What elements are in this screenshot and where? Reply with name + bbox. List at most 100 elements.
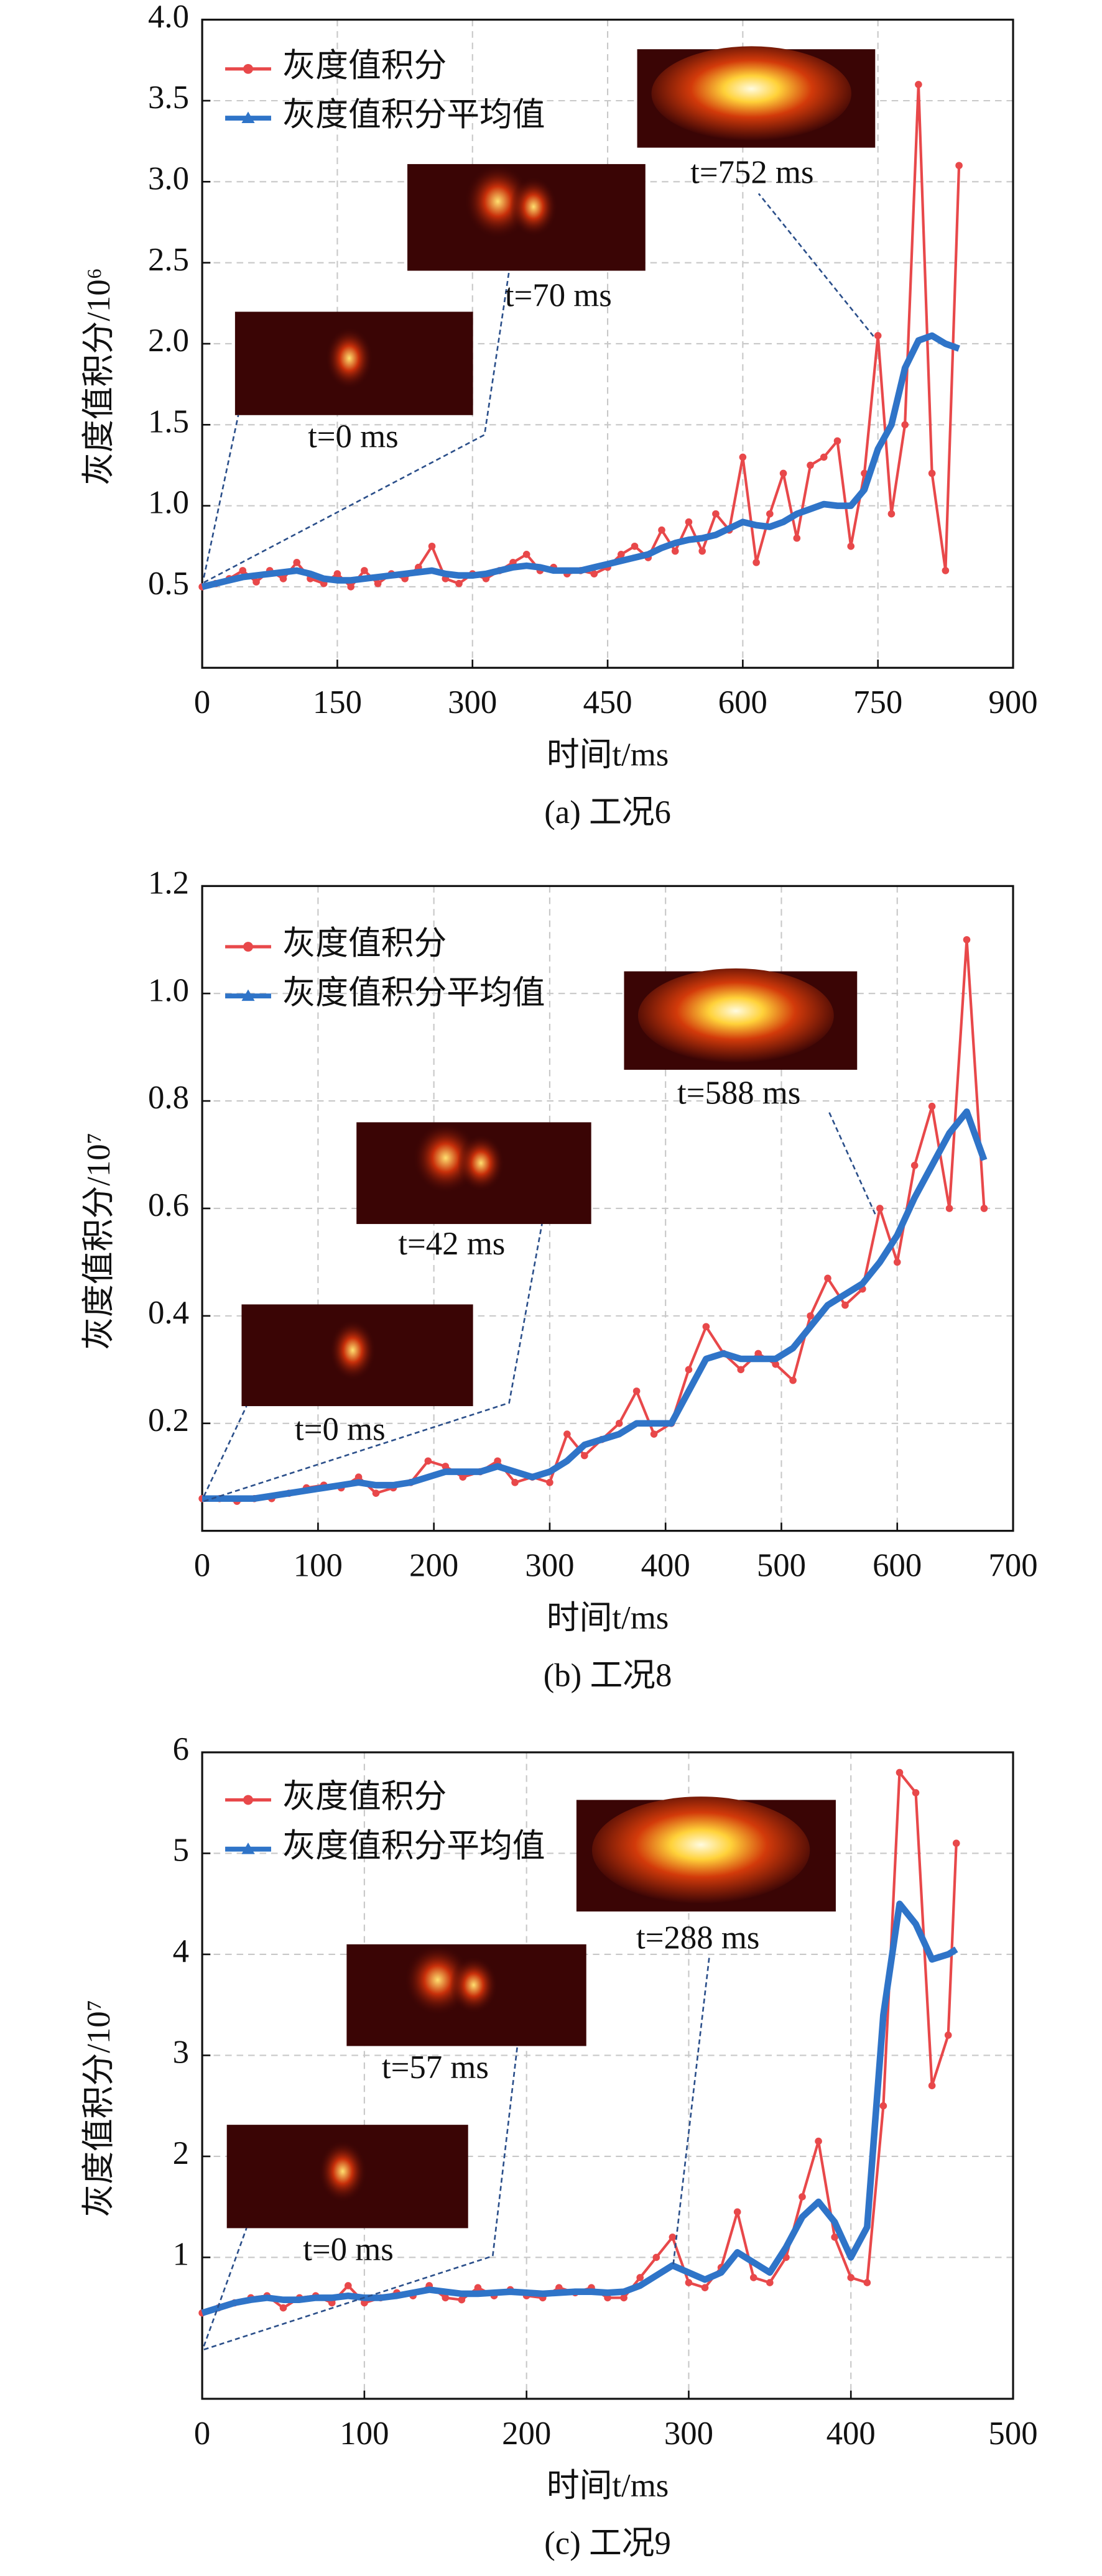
series-marker: [772, 1360, 779, 1368]
series-marker: [685, 518, 693, 526]
chart-panel: 0.5 1.0 1.5 2.0 2.5 3.0 3.5 4.0 0 150 300 450 600 750…: [81, 0, 1037, 830]
series-marker: [945, 1205, 953, 1212]
series-marker: [424, 1457, 432, 1465]
series-marker: [928, 1102, 936, 1110]
annotation: t=57 ms: [382, 2049, 489, 2086]
series-marker: [766, 510, 774, 518]
series-marker: [252, 578, 260, 586]
x-tick-label: 750: [853, 684, 902, 720]
plot-frame: [201, 885, 1014, 1532]
series-marker: [293, 559, 301, 566]
legend-marker: [243, 942, 253, 952]
series-marker: [779, 469, 787, 477]
series-marker: [650, 1430, 658, 1438]
series-marker: [636, 2274, 644, 2281]
series-marker: [820, 453, 828, 461]
x-tick-label: 200: [409, 1547, 458, 1583]
series-marker: [955, 162, 963, 170]
series-marker: [698, 547, 706, 555]
inset-flame: [509, 177, 558, 237]
x-tick-label: 700: [988, 1547, 1037, 1583]
series-marker: [896, 1769, 904, 1777]
annotation: t=0 ms: [308, 418, 399, 454]
y-tick-label: 0.8: [148, 1080, 189, 1116]
series-marker: [863, 2279, 871, 2286]
legend-marker: [243, 1795, 253, 1805]
x-tick-label: 0: [194, 2416, 210, 2452]
x-tick-label: 300: [448, 684, 497, 720]
y-tick-label: 0.2: [148, 1402, 189, 1438]
series-marker: [372, 1489, 380, 1497]
annotation: t=42 ms: [398, 1226, 505, 1262]
series-marker: [685, 2279, 693, 2286]
series-marker: [754, 1350, 762, 1358]
series-marker: [910, 1162, 919, 1169]
y-tick-label: 0.5: [148, 566, 189, 602]
y-tick-label: 5: [173, 1833, 189, 1869]
connector: [203, 2227, 248, 2347]
y-axis-label: 灰度值积分/10⁷: [81, 2000, 117, 2217]
series-marker: [459, 1473, 467, 1481]
series-marker: [615, 1419, 623, 1427]
series-marker: [669, 2233, 677, 2241]
series-marker: [546, 1479, 553, 1486]
series-marker: [494, 1457, 501, 1465]
series-marker: [879, 2102, 887, 2110]
y-tick-label: 0.6: [148, 1187, 189, 1223]
y-axis-label: 灰度值积分/10⁷: [81, 1133, 117, 1350]
series-marker: [333, 570, 341, 577]
series-marker: [702, 1323, 710, 1330]
y-tick-label: 6: [173, 1731, 189, 1767]
series-marker: [458, 2296, 466, 2304]
x-tick-label: 600: [718, 684, 767, 720]
legend-label: 灰度值积分平均值: [282, 975, 545, 1011]
series-marker: [354, 1473, 363, 1481]
series-marker: [455, 579, 463, 587]
y-tick-label: 3.5: [148, 80, 189, 116]
series-marker: [361, 567, 368, 574]
connector: [757, 193, 874, 337]
annotation: t=588 ms: [677, 1075, 800, 1111]
series-marker: [887, 510, 896, 518]
series-marker: [847, 2274, 855, 2281]
y-tick-label: 1.5: [148, 403, 189, 439]
x-tick-label: 900: [988, 684, 1037, 720]
series-marker: [799, 2193, 806, 2201]
x-tick-label: 400: [826, 2416, 876, 2452]
annotation: t=288 ms: [636, 1920, 759, 1956]
inset-flame: [450, 1956, 498, 2014]
x-tick-label: 100: [294, 1547, 343, 1583]
connector: [672, 1956, 711, 2265]
y-tick-label: 2: [173, 2135, 189, 2171]
series-marker: [604, 2294, 611, 2302]
x-tick-label: 500: [988, 2416, 1037, 2452]
chart-panel: 1 2 3 4 5 6 0 100 200 300 400 500 灰度值积分/10⁷ 时间t/ms (c)…: [81, 1731, 1037, 2562]
caption: (b) 工况8: [544, 1657, 672, 1693]
series-marker: [590, 570, 598, 577]
x-tick-label: 0: [194, 1547, 210, 1583]
y-tick-label: 4: [173, 1933, 189, 1969]
inset-flame: [457, 1134, 505, 1192]
x-tick-label: 100: [340, 2416, 389, 2452]
x-tick-label: 0: [194, 684, 210, 720]
series-marker: [876, 1205, 884, 1212]
x-tick-label: 400: [641, 1547, 690, 1583]
series-marker: [345, 2282, 352, 2289]
series-marker: [928, 2082, 936, 2090]
series-marker: [685, 1366, 693, 1374]
annotation: t=70 ms: [505, 277, 612, 313]
legend-label: 灰度值积分平均值: [282, 1828, 545, 1864]
series-marker: [793, 534, 801, 542]
y-tick-label: 3: [173, 2035, 189, 2071]
x-tick-label: 150: [313, 684, 362, 720]
connector: [203, 415, 239, 578]
series-marker: [963, 936, 971, 944]
series-marker: [581, 1451, 588, 1460]
series-marker: [658, 526, 665, 534]
series-marker: [631, 542, 639, 550]
y-tick-label: 2.5: [148, 242, 189, 278]
legend-label: 灰度值积分: [282, 1779, 447, 1815]
series-marker: [944, 2031, 952, 2039]
caption: (c) 工况9: [544, 2526, 671, 2562]
